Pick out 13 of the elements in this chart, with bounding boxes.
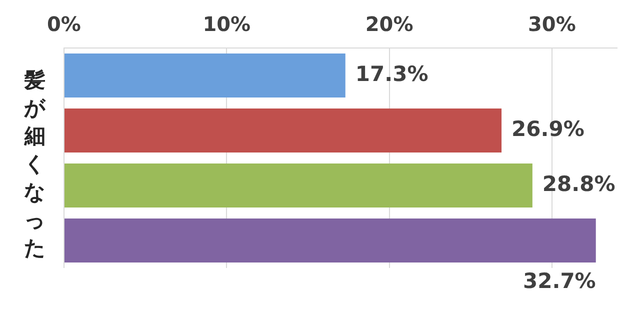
bar bbox=[64, 218, 596, 262]
data-label: 17.3% bbox=[355, 62, 428, 86]
x-tick-label: 20% bbox=[365, 12, 414, 36]
bar bbox=[64, 108, 502, 152]
x-tick-label: 0% bbox=[47, 12, 81, 36]
x-tick-label: 30% bbox=[528, 12, 576, 36]
data-label: 26.9% bbox=[512, 116, 584, 141]
data-label: 32.7% bbox=[522, 268, 596, 293]
bar bbox=[64, 164, 532, 208]
bar bbox=[64, 54, 346, 98]
data-label: 28.8% bbox=[542, 172, 616, 196]
x-tick-label: 10% bbox=[202, 12, 251, 36]
y-axis-title: 髪が細くなった bbox=[24, 67, 46, 262]
